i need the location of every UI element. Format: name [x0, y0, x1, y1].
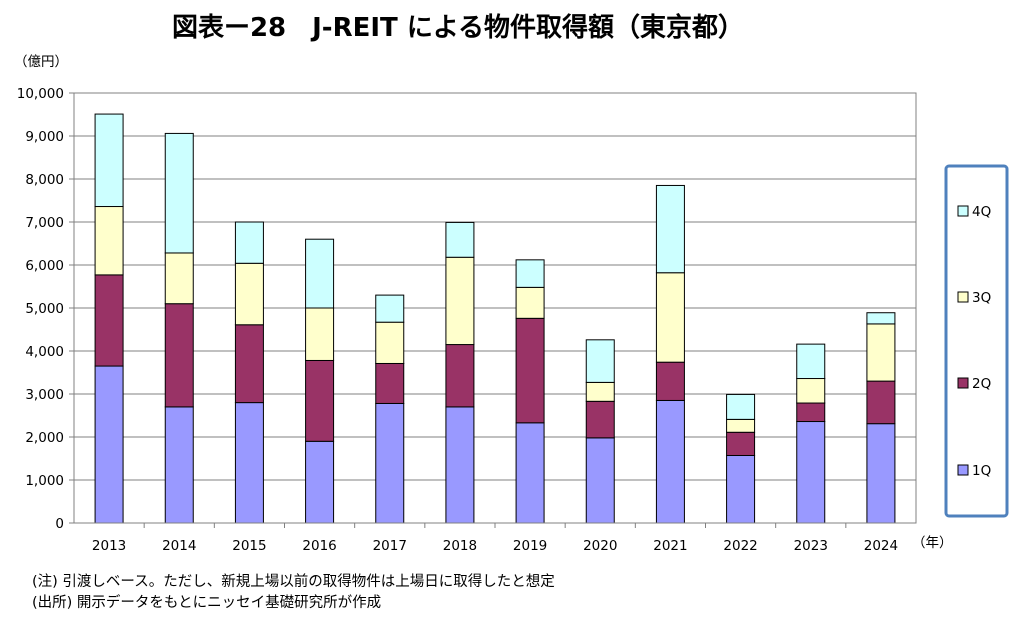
legend-swatch-2Q [957, 377, 969, 389]
y-tick-label: 2,000 [25, 430, 64, 446]
bar-segment-3Q-2013 [94, 206, 124, 276]
bar-segment-2Q-2016 [305, 359, 335, 442]
y-tick-label: 9,000 [25, 129, 64, 145]
bar-segment-4Q-2013 [94, 113, 124, 208]
y-tick-label: 6,000 [25, 258, 64, 274]
x-tick-label: 2013 [92, 538, 126, 554]
legend-swatch-4Q [957, 205, 969, 217]
y-tick-label: 5,000 [25, 301, 64, 317]
bar-segment-2Q-2022 [726, 431, 756, 456]
bar-segment-4Q-2017 [375, 294, 405, 323]
y-tick-label: 8,000 [25, 172, 64, 188]
legend-label-2Q: 2Q [972, 376, 991, 392]
y-tick-label: 4,000 [25, 344, 64, 360]
bar-segment-1Q-2015 [234, 402, 264, 524]
x-axis-ticks: 2013 2014 2015 2016 2017 2018 2019 2020 2021 2022… [92, 523, 898, 554]
x-tick-label: 2019 [513, 538, 547, 554]
y-tick-label: 7,000 [25, 215, 64, 231]
bar-segment-4Q-2018 [445, 221, 475, 258]
x-tick-label: 2015 [232, 538, 266, 554]
bar-segment-1Q-2021 [655, 399, 685, 524]
bar-segment-2Q-2013 [94, 274, 124, 367]
bar-segment-4Q-2014 [164, 132, 194, 254]
bar-segment-4Q-2020 [585, 339, 615, 383]
bar-segment-3Q-2020 [585, 381, 615, 402]
x-tick-label: 2023 [794, 538, 828, 554]
bar-segment-1Q-2019 [515, 422, 545, 524]
bar-segment-1Q-2024 [866, 423, 896, 524]
legend-box [944, 164, 1009, 518]
x-tick-label: 2018 [443, 538, 477, 554]
bar-segment-3Q-2018 [445, 256, 475, 346]
legend: 4Q 3Q 2Q 1Q [944, 164, 1009, 518]
bar-segment-2Q-2024 [866, 380, 896, 425]
bar-segment-1Q-2023 [796, 421, 826, 524]
bar-segment-1Q-2013 [94, 365, 124, 524]
bar-segment-2Q-2017 [375, 362, 405, 404]
bar-segment-3Q-2017 [375, 321, 405, 364]
bar-segment-1Q-2017 [375, 402, 405, 524]
legend-label-1Q: 1Q [972, 463, 991, 479]
legend-label-3Q: 3Q [972, 290, 991, 306]
legend-swatch-3Q [957, 291, 969, 303]
bar-segment-1Q-2022 [726, 454, 756, 524]
y-tick-label: 3,000 [25, 387, 64, 403]
footnote-note: (注) 引渡しベース。ただし、新規上場以前の取得物件は上場日に取得したと想定 [32, 573, 555, 590]
bar-segment-2Q-2015 [234, 324, 264, 404]
chart-title: 図表ー28 J-REIT による物件取得額（東京都） [172, 12, 744, 43]
y-tick-label: 0 [55, 516, 64, 532]
bar-segment-4Q-2019 [515, 259, 545, 288]
y-axis-ticks: 0 1,000 2,000 3,000 4,000 5,000 6,000 7,000 8,00… [17, 86, 74, 532]
bar-segment-4Q-2023 [796, 343, 826, 380]
bar-segment-3Q-2021 [655, 272, 685, 363]
x-tick-label: 2024 [864, 538, 898, 554]
bar-segment-3Q-2015 [234, 262, 264, 326]
x-tick-label: 2014 [162, 538, 196, 554]
x-tick-label: 2016 [302, 538, 336, 554]
bar-segment-2Q-2019 [515, 317, 545, 424]
x-tick-label: 2017 [373, 538, 407, 554]
bar-segment-4Q-2022 [726, 393, 756, 420]
bar-segment-3Q-2016 [305, 307, 335, 361]
bar-segment-3Q-2024 [866, 323, 896, 382]
bar-segment-2Q-2014 [164, 303, 194, 408]
bar-segment-2Q-2021 [655, 361, 685, 401]
bar-segment-1Q-2020 [585, 437, 615, 524]
x-tick-label: 2022 [723, 538, 757, 554]
bar-segment-4Q-2024 [866, 312, 896, 325]
bar-segment-2Q-2023 [796, 402, 826, 423]
bar-segment-1Q-2014 [164, 406, 194, 524]
y-tick-label: 10,000 [17, 86, 64, 102]
bars [94, 113, 896, 524]
legend-label-4Q: 4Q [972, 204, 991, 220]
y-tick-label: 1,000 [25, 473, 64, 489]
bar-segment-3Q-2023 [796, 378, 826, 404]
x-axis-unit-label: （年） [912, 535, 953, 551]
bar-segment-3Q-2019 [515, 286, 545, 319]
y-axis-unit-label: （億円） [14, 54, 68, 70]
x-tick-label: 2021 [653, 538, 687, 554]
bar-segment-4Q-2015 [234, 221, 264, 264]
bar-segment-1Q-2016 [305, 440, 335, 524]
bar-segment-4Q-2016 [305, 238, 335, 309]
gridlines [74, 135, 916, 481]
bar-segment-3Q-2022 [726, 418, 756, 433]
bar-segment-1Q-2018 [445, 406, 475, 524]
x-tick-label: 2020 [583, 538, 617, 554]
bar-segment-4Q-2021 [655, 184, 685, 274]
bar-segment-2Q-2018 [445, 344, 475, 408]
bar-segment-3Q-2014 [164, 252, 194, 305]
bar-segment-2Q-2020 [585, 400, 615, 439]
legend-swatch-1Q [957, 464, 969, 476]
footnote-source: (出所) 開示データをもとにニッセイ基礎研究所が作成 [32, 593, 381, 611]
